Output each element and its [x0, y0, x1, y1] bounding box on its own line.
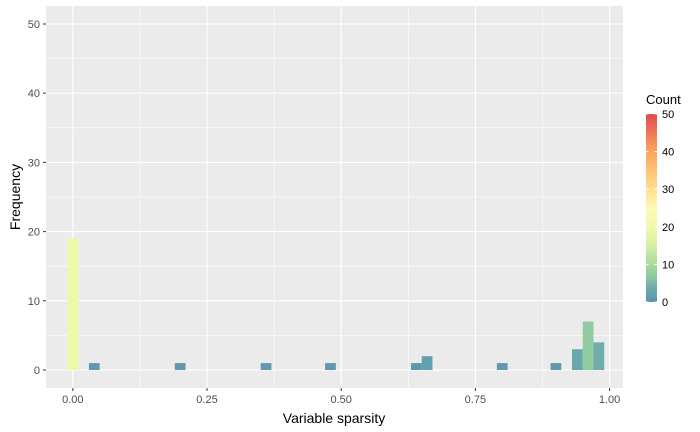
x-axis-title: Variable sparsity: [283, 410, 385, 426]
histogram-bar: [260, 363, 272, 371]
y-tick-label: 30: [28, 157, 40, 169]
y-tick-label: 20: [28, 227, 40, 239]
legend-tick-label: 30: [662, 184, 674, 196]
x-tick-label: 1.00: [599, 394, 620, 406]
histogram-bars: [67, 238, 605, 371]
histogram-bar: [572, 349, 583, 371]
y-axis: 0 10 20 30 40 50: [28, 19, 46, 377]
y-tick-label: 10: [28, 296, 40, 308]
y-tick-label: 40: [28, 88, 40, 100]
legend-title: Count: [646, 92, 681, 107]
histogram-bar: [174, 363, 186, 371]
histogram-bar: [550, 363, 562, 371]
histogram-bar: [325, 363, 336, 371]
histogram-bar: [421, 356, 433, 371]
color-legend: Count 0 10 20 30 40 50: [646, 92, 681, 309]
legend-tick-label: 0: [662, 297, 668, 309]
x-tick-label: 0.75: [465, 394, 486, 406]
x-axis: 0.00 0.25 0.50 0.75 1.00: [62, 388, 620, 406]
legend-tick-label: 20: [662, 222, 674, 234]
x-tick-label: 0.50: [330, 394, 351, 406]
legend-tick-label: 50: [662, 109, 674, 121]
legend-colorbar: [646, 114, 657, 302]
y-tick-label: 0: [34, 365, 40, 377]
histogram-bar: [67, 238, 79, 371]
minor-gridlines: [46, 6, 623, 388]
legend-ticks: 0 10 20 30 40 50: [646, 109, 674, 309]
y-axis-title: Frequency: [7, 164, 23, 230]
histogram-bar: [88, 363, 100, 371]
histogram-bar: [410, 363, 422, 371]
y-tick-label: 50: [28, 19, 40, 31]
histogram-bar: [593, 342, 605, 371]
histogram-bar: [582, 321, 594, 371]
x-tick-label: 0.00: [62, 394, 83, 406]
x-tick-label: 0.25: [196, 394, 217, 406]
legend-tick-label: 10: [662, 259, 674, 271]
legend-tick-label: 40: [662, 147, 674, 159]
histogram-bar: [496, 363, 508, 371]
